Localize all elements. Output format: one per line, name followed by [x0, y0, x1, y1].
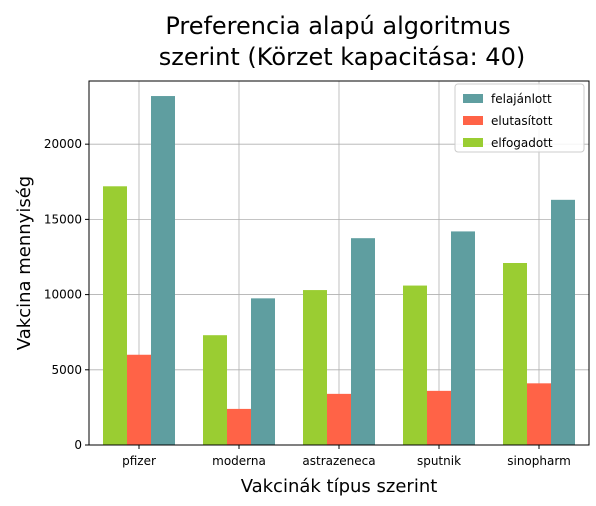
bar-elutasított-sputnik [427, 390, 451, 445]
bar-felajánlott-sputnik [451, 231, 475, 445]
bar-elfogadott-sputnik [403, 285, 427, 445]
legend-swatch-elutasított [463, 116, 483, 125]
bar-felajánlott-astrazeneca [351, 238, 375, 445]
y-tick-label: 10000 [44, 288, 82, 302]
bar-felajánlott-moderna [251, 298, 275, 445]
chart-title-line-2: szerint (Körzet kapacitása: 40) [159, 43, 525, 71]
x-tick-label-pfizer: pfizer [122, 454, 156, 468]
legend-label-elfogadott: elfogadott [491, 136, 553, 150]
bar-elfogadott-sinopharm [503, 263, 527, 445]
y-axis-label: Vakcina mennyiség [14, 176, 35, 350]
axis-ticks: 0 5000 10000 15000 20000 pfizer moderna astraze… [44, 137, 571, 468]
chart-title-line-1: Preferencia alapú algoritmus [165, 12, 510, 40]
legend-box [454, 83, 585, 153]
legend: felajánlott elutasított elfogadott [454, 83, 585, 153]
x-tick-label-sputnik: sputnik [417, 454, 461, 468]
x-tick-label-moderna: moderna [212, 454, 266, 468]
y-tick-label: 5000 [51, 363, 82, 377]
bar-elutasított-pfizer [127, 354, 151, 445]
legend-swatch-felajánlott [463, 94, 483, 103]
bar-felajánlott-pfizer [151, 96, 175, 445]
bar-elfogadott-pfizer [103, 186, 127, 446]
bar-elfogadott-moderna [203, 335, 227, 445]
legend-label-elutasított: elutasított [491, 114, 553, 128]
legend-swatch-elfogadott [463, 138, 483, 147]
y-tick-label: 0 [74, 438, 82, 452]
legend-label-felajánlott: felajánlott [491, 92, 552, 106]
bars [103, 96, 575, 446]
x-tick-label-astrazeneca: astrazeneca [302, 454, 375, 468]
bar-elutasított-astrazeneca [327, 393, 351, 445]
x-axis-label: Vakcinák típus szerint [241, 476, 438, 497]
y-tick-label: 20000 [44, 137, 82, 151]
x-tick-label-sinopharm: sinopharm [507, 454, 571, 468]
y-tick-label: 15000 [44, 212, 82, 226]
bar-felajánlott-sinopharm [551, 199, 575, 445]
bar-elfogadott-astrazeneca [303, 290, 327, 445]
bar-elutasított-moderna [227, 408, 251, 445]
bar-elutasított-sinopharm [527, 383, 551, 445]
